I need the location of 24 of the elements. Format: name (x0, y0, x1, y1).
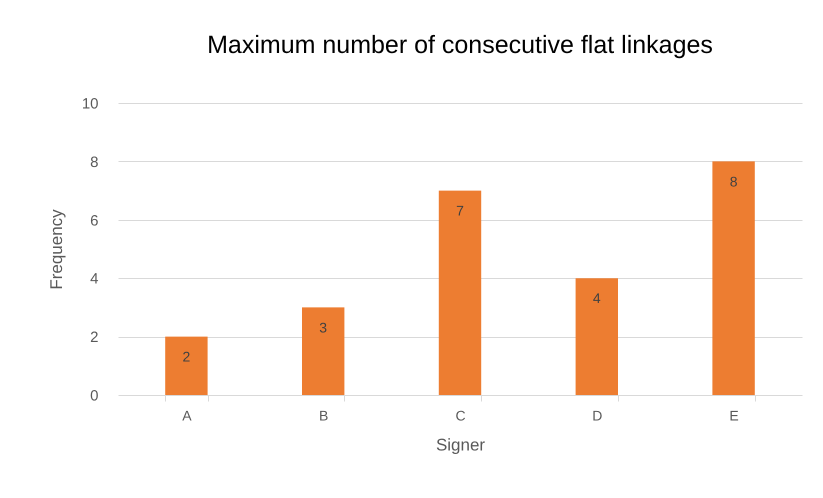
data-label: 2 (182, 348, 190, 365)
data-label: 7 (456, 202, 464, 219)
x-axis-title: Signer (436, 436, 486, 454)
data-label: 8 (730, 173, 738, 190)
x-tick-label: A (182, 408, 192, 424)
y-tick-label: 4 (90, 270, 98, 288)
y-tick-label: 0 (90, 388, 98, 404)
bar (576, 278, 618, 395)
x-tick-label: D (592, 408, 602, 424)
data-label: 3 (319, 319, 328, 336)
x-tick-label: C (455, 408, 466, 424)
y-axis-title: Frequency (46, 208, 66, 290)
y-tick-label: 6 (90, 212, 98, 230)
y-tick-label: 8 (90, 154, 98, 171)
x-tick-label: E (729, 408, 739, 424)
bar (712, 161, 755, 395)
y-tick-label: 10 (82, 96, 98, 112)
bar (165, 336, 208, 395)
bar (438, 190, 482, 395)
chart-title: Maximum number of consecutive flat linkages (207, 31, 713, 59)
data-label: 4 (592, 290, 601, 306)
bar (302, 307, 344, 395)
y-tick-label: 2 (90, 329, 98, 346)
x-tick-label: B (319, 408, 328, 424)
